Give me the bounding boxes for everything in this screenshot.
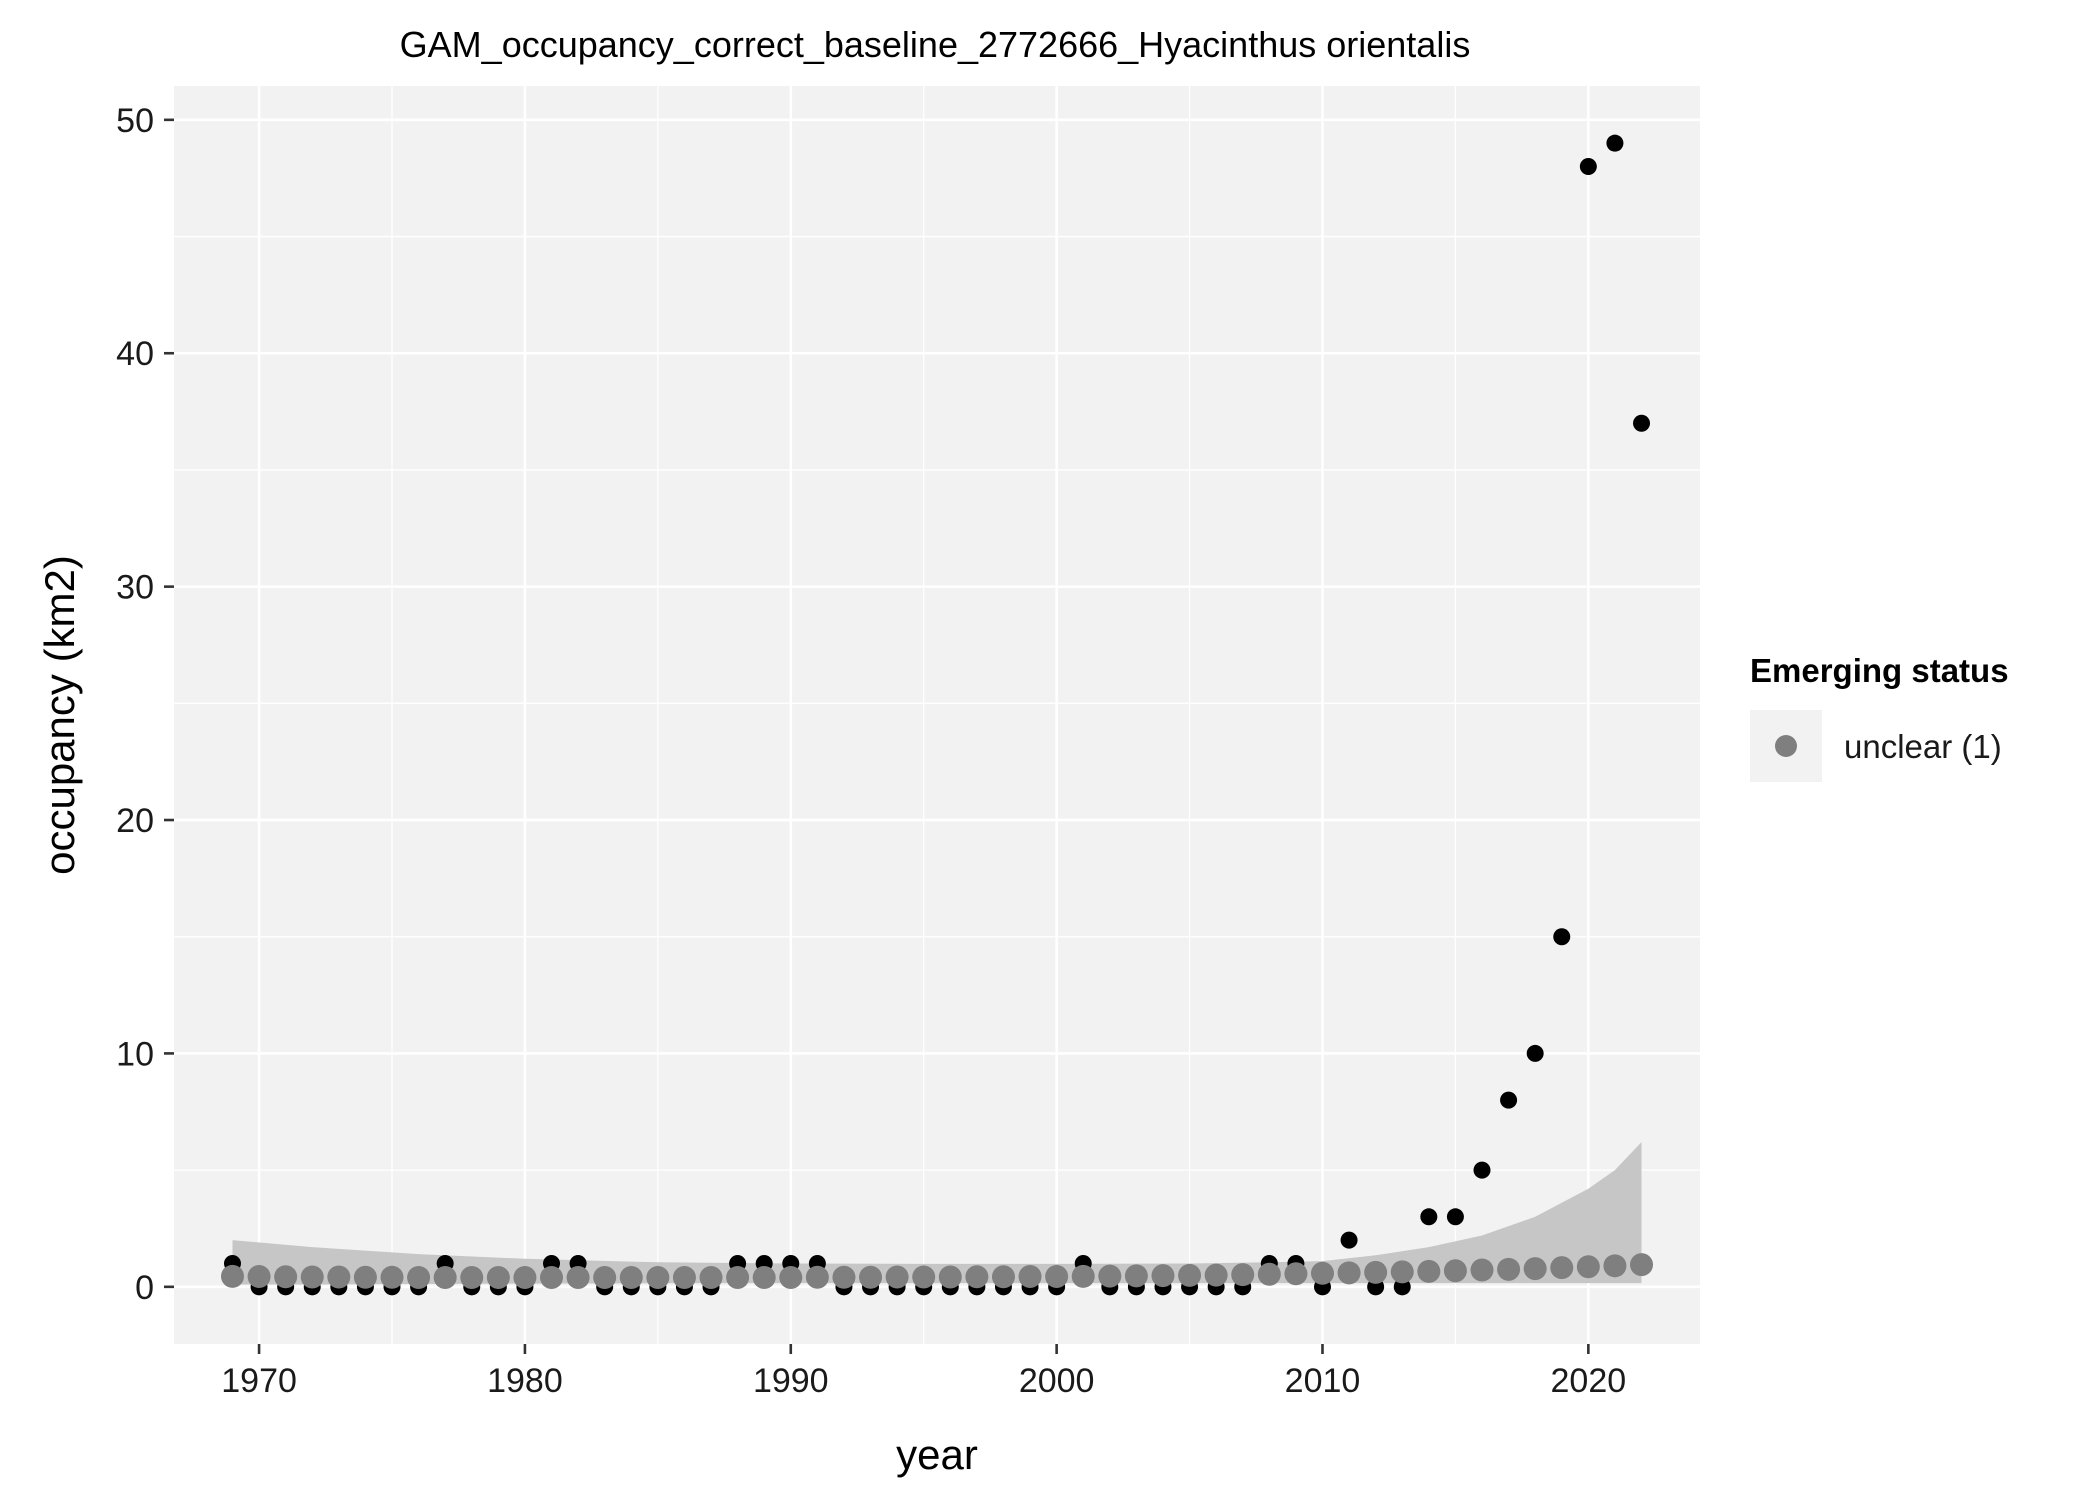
x-tick-label: 1970 <box>221 1362 297 1400</box>
observed-point <box>1553 928 1570 945</box>
fitted-point <box>354 1266 377 1289</box>
fitted-point <box>832 1266 855 1289</box>
x-tick-label: 2000 <box>1019 1362 1095 1400</box>
fitted-point <box>327 1266 350 1289</box>
observed-point <box>1341 1232 1358 1249</box>
fitted-point <box>1444 1259 1467 1282</box>
y-tick-label: 40 <box>116 335 154 373</box>
fitted-point <box>460 1266 483 1289</box>
fitted-point <box>965 1265 988 1288</box>
fitted-point <box>992 1265 1015 1288</box>
chart-title: GAM_occupancy_correct_baseline_2772666_H… <box>400 24 1471 65</box>
fitted-point <box>1072 1265 1095 1288</box>
x-tick-label: 1990 <box>753 1362 829 1400</box>
y-axis-title: occupancy (km2) <box>36 555 83 875</box>
fitted-point <box>274 1265 297 1288</box>
fitted-point <box>1577 1255 1600 1278</box>
fitted-point <box>1125 1264 1148 1287</box>
observed-point <box>1580 158 1597 175</box>
fitted-point <box>939 1266 962 1289</box>
y-tick-label: 50 <box>116 102 154 140</box>
x-tick-label: 2010 <box>1285 1362 1361 1400</box>
fitted-point <box>1151 1264 1174 1287</box>
y-tick-label: 10 <box>116 1035 154 1073</box>
fitted-point <box>1550 1256 1573 1279</box>
y-tick-label: 0 <box>135 1269 154 1307</box>
legend-marker <box>1775 735 1797 757</box>
fitted-point <box>1231 1263 1254 1286</box>
fitted-point <box>540 1266 563 1289</box>
fitted-point <box>1471 1259 1494 1282</box>
x-axis: 1970 1980 1990 2000 2010 2020 <box>221 1344 1626 1400</box>
fitted-point <box>646 1266 669 1289</box>
fitted-point <box>1338 1261 1361 1284</box>
fitted-point <box>1364 1261 1387 1284</box>
fitted-point <box>806 1266 829 1289</box>
fitted-point <box>726 1266 749 1289</box>
x-tick-label: 1980 <box>487 1362 563 1400</box>
fitted-point <box>779 1266 802 1289</box>
fitted-point <box>248 1265 271 1288</box>
fitted-point <box>1205 1264 1228 1287</box>
fitted-point <box>407 1266 430 1289</box>
fitted-point <box>700 1266 723 1289</box>
y-axis: 0 10 20 30 40 50 <box>116 102 174 1307</box>
legend: Emerging status unclear (1) <box>1750 652 2009 782</box>
fitted-point <box>1045 1265 1068 1288</box>
fitted-point <box>1524 1257 1547 1280</box>
fitted-point <box>1391 1260 1414 1283</box>
fitted-point <box>513 1266 536 1289</box>
fitted-point <box>381 1266 404 1289</box>
fitted-point <box>886 1266 909 1289</box>
observed-point <box>1500 1092 1517 1109</box>
fitted-point <box>673 1266 696 1289</box>
x-tick-label: 2020 <box>1551 1362 1627 1400</box>
observed-point <box>1527 1045 1544 1062</box>
fitted-point <box>1497 1258 1520 1281</box>
observed-point <box>1633 415 1650 432</box>
fitted-point <box>567 1266 590 1289</box>
fitted-point <box>1178 1264 1201 1287</box>
fitted-point <box>912 1266 935 1289</box>
fitted-point <box>1284 1262 1307 1285</box>
y-tick-label: 30 <box>116 569 154 607</box>
fitted-point <box>1417 1260 1440 1283</box>
observed-point <box>1447 1208 1464 1225</box>
fitted-point <box>753 1266 776 1289</box>
fitted-point <box>434 1266 457 1289</box>
legend-title: Emerging status <box>1750 652 2009 689</box>
fitted-point <box>1603 1254 1626 1277</box>
fitted-point <box>859 1266 882 1289</box>
observed-point <box>1606 135 1623 152</box>
observed-point <box>1420 1208 1437 1225</box>
legend-label: unclear (1) <box>1844 728 2002 765</box>
y-tick-label: 20 <box>116 802 154 840</box>
fitted-point <box>1311 1262 1334 1285</box>
fitted-point <box>301 1266 324 1289</box>
observed-point <box>1474 1162 1491 1179</box>
fitted-point <box>221 1265 244 1288</box>
fitted-point <box>593 1266 616 1289</box>
fitted-point <box>1258 1263 1281 1286</box>
plot-panel <box>174 86 1700 1344</box>
fitted-point <box>487 1266 510 1289</box>
fitted-point <box>1098 1265 1121 1288</box>
fitted-point <box>620 1266 643 1289</box>
fitted-point <box>1019 1265 1042 1288</box>
x-axis-title: year <box>896 1431 978 1478</box>
fitted-point <box>1630 1253 1653 1276</box>
